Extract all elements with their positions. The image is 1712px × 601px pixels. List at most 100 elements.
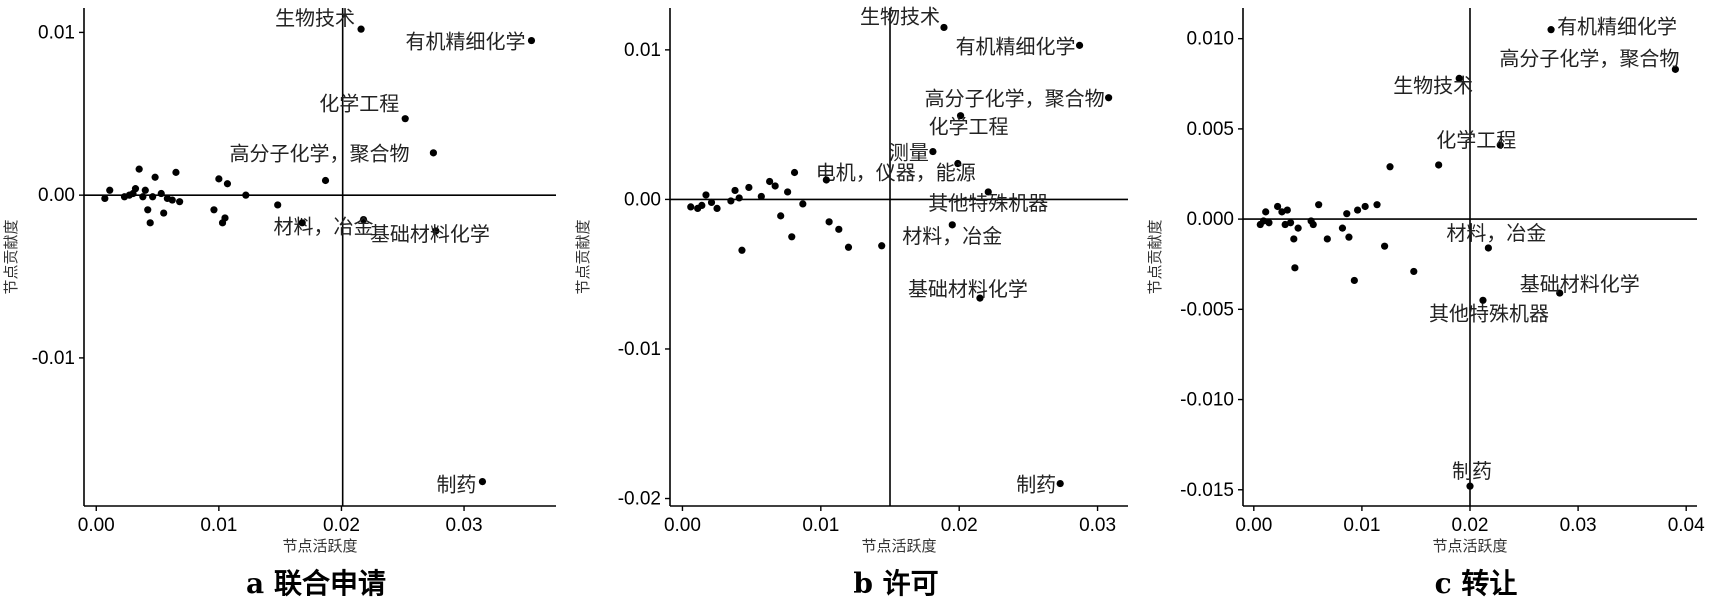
data-point <box>954 159 962 168</box>
data-point <box>713 204 721 212</box>
data-point <box>157 189 165 198</box>
point-label: 材料，冶金 <box>902 224 1002 248</box>
data-point <box>766 177 774 186</box>
data-point <box>698 201 706 210</box>
data-point <box>1290 235 1298 243</box>
data-point <box>144 206 152 214</box>
data-point <box>1671 65 1679 73</box>
data-point <box>478 477 487 486</box>
point-label: 基础材料化学 <box>1520 272 1640 296</box>
data-point <box>799 200 807 208</box>
data-point <box>1262 208 1270 216</box>
data-point <box>221 214 229 222</box>
point-label: 生物技术 <box>1393 73 1473 97</box>
data-point <box>1278 208 1286 216</box>
point-label: 电机，仪器，能源 <box>816 161 976 185</box>
scatter-panel-3: 0.00 0.01 0.02 0.03 0.04 -0.015 -0.010 -0.005 0.… <box>1146 8 1705 600</box>
point-label: 制药 <box>1016 473 1056 497</box>
data-point <box>359 215 368 224</box>
data-point <box>1386 163 1394 171</box>
data-point <box>878 242 886 250</box>
y-tick-label: 0.01 <box>624 40 661 61</box>
data-point <box>822 176 830 184</box>
data-point <box>1294 224 1302 232</box>
x-tick-label: 0.01 <box>802 515 839 536</box>
data-point <box>687 203 695 211</box>
data-point <box>1281 220 1289 229</box>
panel-caption: a 联合申请 <box>246 567 386 600</box>
data-point <box>135 165 143 173</box>
data-point <box>735 194 743 202</box>
point-label: 制药 <box>1452 459 1492 483</box>
x-tick-label: 0.03 <box>1560 515 1597 536</box>
y-tick-label: 0.01 <box>38 22 75 43</box>
y-tick-label: 0.010 <box>1186 29 1234 50</box>
data-point <box>790 168 799 177</box>
data-point <box>223 180 232 188</box>
data-point <box>929 147 937 156</box>
y-tick-label: -0.015 <box>1180 480 1234 501</box>
data-point <box>771 182 779 190</box>
x-axis-title: 节点活跃度 <box>861 537 936 555</box>
point-label: 材料，冶金 <box>274 215 374 239</box>
data-point <box>1323 235 1331 243</box>
data-point <box>731 186 739 195</box>
y-tick-label: -0.01 <box>32 348 75 369</box>
data-point <box>1466 482 1474 490</box>
point-label: 化学工程 <box>929 115 1009 139</box>
data-point <box>1435 161 1443 169</box>
point-label: 高分子化学，聚合物 <box>1499 46 1679 70</box>
x-tick-label: 0.00 <box>664 515 701 536</box>
data-point <box>784 188 792 196</box>
data-point <box>1338 224 1347 232</box>
x-tick-label: 0.03 <box>446 515 483 536</box>
point-label: 生物技术 <box>275 6 355 30</box>
y-tick-label: -0.01 <box>618 339 661 360</box>
point-label: 有机精细化学 <box>956 34 1076 58</box>
data-point <box>702 191 710 199</box>
data-point <box>1075 41 1084 49</box>
data-point <box>956 112 965 120</box>
point-label: 化学工程 <box>319 92 399 116</box>
data-point <box>1291 264 1299 272</box>
data-point <box>1353 206 1362 214</box>
panel-caption: c 转让 <box>1435 567 1518 600</box>
point-label: 材料，冶金 <box>1446 221 1546 245</box>
point-label: 高分子化学，聚合物 <box>230 142 410 166</box>
data-point <box>948 221 956 229</box>
data-point <box>940 23 948 32</box>
data-point <box>176 198 184 206</box>
data-point <box>1056 479 1064 488</box>
y-axis-title: 节点贡献度 <box>1146 219 1164 294</box>
y-axis-title: 节点贡献度 <box>2 219 20 294</box>
data-point <box>1556 289 1564 297</box>
point-label: 制药 <box>436 473 476 497</box>
data-point <box>168 196 176 204</box>
y-tick-label: 0.00 <box>38 185 75 206</box>
data-point <box>835 225 843 233</box>
y-axis-title: 节点贡献度 <box>574 219 592 294</box>
x-tick-label: 0.02 <box>941 515 978 536</box>
data-point <box>976 294 984 302</box>
x-tick-label: 0.01 <box>200 515 237 536</box>
data-point <box>844 243 853 251</box>
data-point <box>172 168 180 176</box>
data-point <box>1286 219 1295 227</box>
data-point <box>357 25 365 33</box>
data-point <box>1361 202 1369 211</box>
y-tick-label: 0.00 <box>624 189 661 210</box>
data-point <box>757 192 765 201</box>
data-point <box>151 173 159 181</box>
scatter-panel-2: 0.00 0.01 0.02 0.03 -0.02 -0.01 0.00 0.01 节点活跃度 节… <box>574 4 1128 600</box>
data-point <box>139 193 147 201</box>
data-point <box>1259 217 1268 225</box>
point-label: 基础材料化学 <box>908 277 1028 301</box>
point-label: 有机精细化学 <box>1557 15 1677 39</box>
x-axis-title: 节点活跃度 <box>282 537 357 555</box>
x-tick-label: 0.03 <box>1079 515 1116 536</box>
data-point <box>131 185 140 193</box>
point-label: 基础材料化学 <box>370 222 490 246</box>
data-point <box>1309 220 1317 229</box>
data-point <box>141 186 149 194</box>
